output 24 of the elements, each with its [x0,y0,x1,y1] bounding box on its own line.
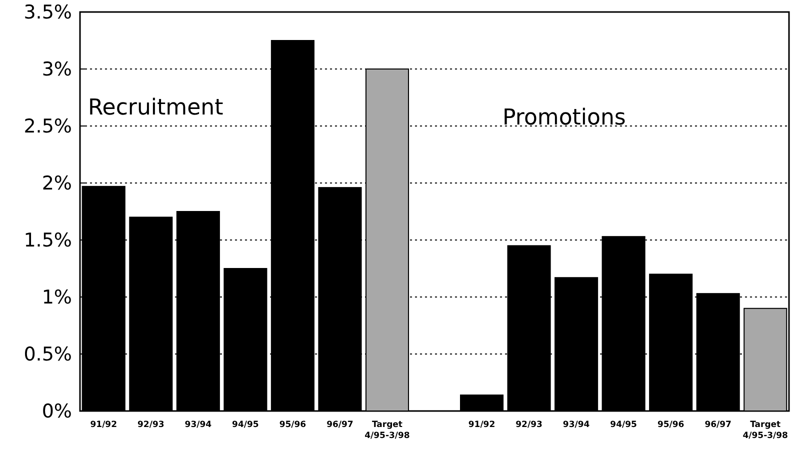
x-tick-label: 94/95 [232,420,259,430]
x-tick-label: 91/92 [468,420,496,430]
x-tick-label: 92/93 [138,420,164,430]
y-tick-label: 2.5% [24,116,72,138]
x-tick-label: 95/96 [279,420,306,430]
y-tick-label: 0.5% [24,344,72,366]
x-tick-label: 96/97 [704,420,732,430]
x-tick-label: 93/94 [184,420,212,430]
y-tick-label: 1% [42,286,72,309]
x-tick-label: 91/92 [90,420,118,430]
y-tick-label: 1.5% [24,230,72,252]
x-tick-label: 92/93 [516,420,542,430]
x-tick-label: 93/94 [562,420,590,430]
y-tick-label: 3.5% [24,2,72,24]
x-tick-label: 96/97 [326,420,354,430]
x-tick-label: 94/95 [610,420,638,430]
y-tick-label: 3% [42,58,72,81]
annotation: Recruitment [88,96,224,121]
y-tick-label: 2% [42,172,72,195]
x-tick-label: Target 4/95-3/98 [742,420,788,441]
y-tick-label: 0% [42,400,72,423]
annotation: Promotions [502,106,626,131]
x-tick-label: 95/96 [657,420,684,430]
x-tick-label: Target 4/95-3/98 [364,420,410,441]
